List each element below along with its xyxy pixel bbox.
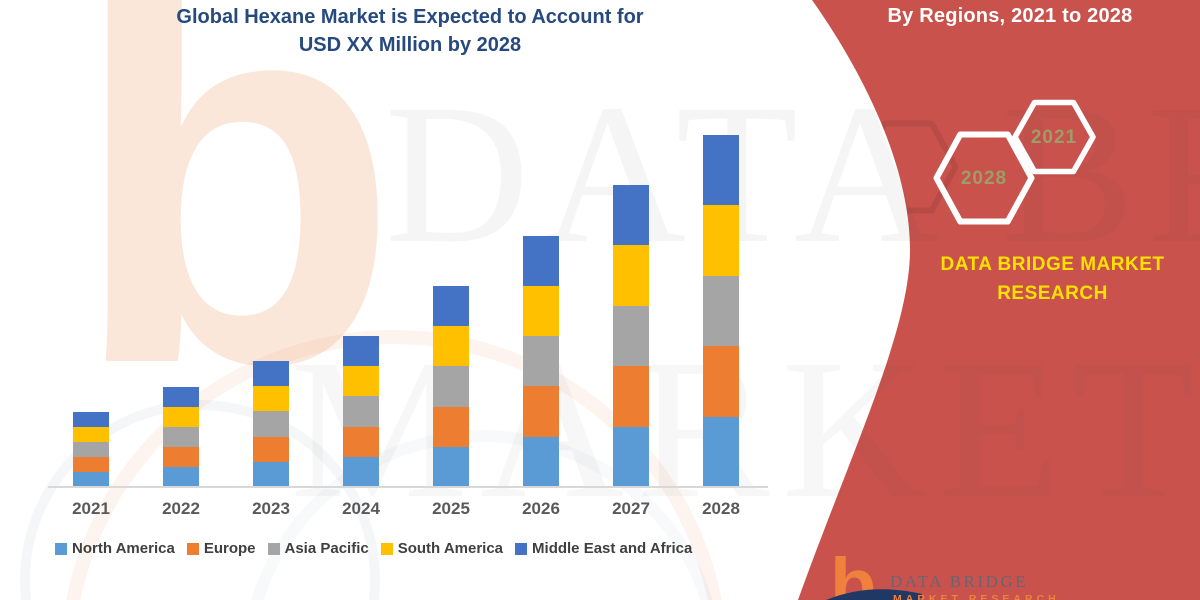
legend-label: Europe	[203, 540, 256, 557]
bar-segment-north-america-2028	[703, 416, 739, 487]
red-panel-shape	[798, 0, 1200, 600]
stacked-bar-2028	[703, 135, 739, 487]
bar-segment-asia-pacific-2028	[703, 275, 739, 347]
bar-segment-middle-east-and-africa-2025	[433, 286, 469, 327]
x-axis-label-2023: 2023	[252, 499, 290, 518]
bar-segment-north-america-2027	[613, 426, 649, 487]
brand-text-line2: RESEARCH	[997, 283, 1108, 304]
stacked-bar-2027	[613, 185, 649, 487]
x-axis-label-2028: 2028	[702, 499, 740, 518]
stacked-bar-2025	[433, 286, 469, 487]
bar-segment-asia-pacific-2021	[73, 441, 109, 457]
panel-heading: By Regions, 2021 to 2028	[887, 5, 1133, 27]
legend-swatch-icon	[267, 542, 280, 555]
bar-segment-middle-east-and-africa-2021	[73, 411, 109, 427]
bar-segment-middle-east-and-africa-2027	[613, 185, 649, 246]
bar-segment-middle-east-and-africa-2026	[523, 235, 559, 286]
bar-segment-north-america-2025	[433, 446, 469, 487]
bar-segment-north-america-2023	[253, 461, 289, 487]
stacked-bar-2021	[73, 411, 109, 487]
bar-segment-middle-east-and-africa-2024	[343, 336, 379, 367]
bar-segment-middle-east-and-africa-2022	[163, 386, 199, 407]
bar-segment-south-america-2027	[613, 245, 649, 306]
brand-text: DATA BRIDGE MARKET RESEARCH	[900, 250, 1200, 308]
legend-swatch-icon	[380, 542, 393, 555]
bar-segment-middle-east-and-africa-2028	[703, 135, 739, 206]
x-axis-line	[48, 486, 768, 488]
bar-segment-north-america-2021	[73, 471, 109, 487]
x-axis-label-2025: 2025	[432, 499, 470, 518]
legend-label: North America	[72, 540, 175, 557]
bar-segment-asia-pacific-2027	[613, 305, 649, 367]
bar-segment-asia-pacific-2026	[523, 336, 559, 387]
legend-label: South America	[397, 540, 504, 557]
bar-segment-middle-east-and-africa-2023	[253, 361, 289, 387]
bar-segment-north-america-2026	[523, 436, 559, 487]
legend-swatch-icon	[55, 542, 67, 555]
bar-segment-south-america-2025	[433, 326, 469, 367]
brand-text-line1: DATA BRIDGE MARKET	[940, 254, 1165, 275]
legend-swatch-icon	[515, 542, 528, 555]
legend-item-middle-east-and-africa: Middle East and Africa	[515, 540, 692, 557]
bar-segment-north-america-2022	[163, 466, 199, 487]
logo-swoosh-icon	[826, 589, 922, 600]
bar-segment-south-america-2022	[163, 406, 199, 427]
stacked-bar-2022	[163, 386, 199, 487]
bar-segment-south-america-2026	[523, 285, 559, 337]
bar-segment-asia-pacific-2024	[343, 396, 379, 427]
stacked-bar-2024	[343, 336, 379, 487]
chart-title-line1: Global Hexane Market is Expected to Acco…	[176, 6, 644, 28]
chart-title: Global Hexane Market is Expected to Acco…	[60, 3, 760, 59]
watermark-text-line1: DATA BRIDGE	[385, 64, 1200, 285]
bar-segment-europe-2027	[613, 366, 649, 427]
bar-segment-south-america-2028	[703, 205, 739, 276]
chart-title-line2: USD XX Million by 2028	[298, 34, 522, 56]
bar-segment-europe-2021	[73, 456, 109, 472]
bar-segment-europe-2024	[343, 426, 379, 457]
bar-segment-europe-2025	[433, 406, 469, 447]
bar-segment-asia-pacific-2023	[253, 411, 289, 437]
hexagon-2028-label: 2028	[960, 168, 1008, 189]
x-axis-label-2024: 2024	[342, 499, 380, 518]
bar-segment-europe-2022	[163, 446, 199, 467]
bar-segment-south-america-2024	[343, 366, 379, 397]
bar-segment-asia-pacific-2025	[433, 366, 469, 407]
x-axis-label-2022: 2022	[162, 499, 200, 518]
chart-legend: North America Europe Asia Pacific South Ame…	[55, 540, 692, 557]
hexagon-2021-outline	[1012, 99, 1096, 175]
bar-segment-asia-pacific-2022	[163, 426, 199, 447]
bar-segment-europe-2026	[523, 386, 559, 437]
hexagon-2021-label: 2021	[1030, 127, 1078, 148]
legend-item-south-america: South America	[380, 540, 504, 557]
logo-sub-text: MARKET RESEARCH	[893, 593, 1060, 600]
legend-item-europe: Europe	[186, 540, 256, 557]
legend-label: Middle East and Africa	[532, 540, 693, 557]
legend-swatch-icon	[186, 542, 199, 555]
legend-item-north-america: North America	[55, 540, 175, 557]
bar-segment-south-america-2023	[253, 386, 289, 412]
bar-segment-south-america-2021	[73, 426, 109, 442]
legend-item-asia-pacific: Asia Pacific	[267, 540, 369, 557]
legend-label: Asia Pacific	[284, 540, 369, 557]
bar-segment-europe-2023	[253, 436, 289, 462]
stacked-bar-2023	[253, 361, 289, 487]
x-axis-label-2021: 2021	[72, 499, 110, 518]
stacked-bar-2026	[523, 235, 559, 487]
x-axis-label-2027: 2027	[612, 499, 650, 518]
x-axis-label-2026: 2026	[522, 499, 560, 518]
bar-segment-north-america-2024	[343, 456, 379, 487]
bar-segment-europe-2028	[703, 346, 739, 417]
hexagon-2028-outline	[933, 131, 1035, 225]
logo-name-text: DATA BRIDGE	[890, 572, 1029, 591]
